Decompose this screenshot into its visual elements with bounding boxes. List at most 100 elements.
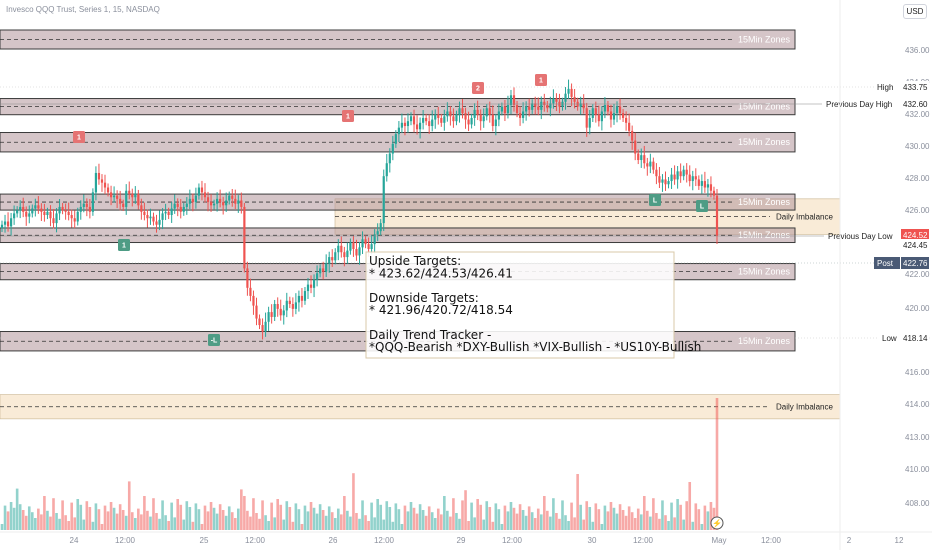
candle-body xyxy=(315,273,319,280)
candle-body xyxy=(403,122,407,127)
candle-body xyxy=(497,111,500,120)
volume-bar xyxy=(173,517,176,530)
volume-bar xyxy=(3,505,7,530)
candle-body xyxy=(464,113,467,120)
volume-bar xyxy=(209,502,213,530)
candle-body xyxy=(646,163,649,167)
candle-body xyxy=(609,111,613,120)
candle-body xyxy=(391,143,394,154)
volume-bar xyxy=(573,517,576,530)
candle-body xyxy=(394,134,397,144)
volume-bar xyxy=(400,524,404,530)
candle-body xyxy=(570,88,573,97)
candle-body xyxy=(40,208,43,212)
candle-body xyxy=(367,244,370,249)
candle-body xyxy=(688,174,691,182)
volume-bar xyxy=(130,512,134,530)
volume-bar xyxy=(582,519,585,530)
candle-body xyxy=(361,239,364,248)
zone-15min-label: 15Min Zones xyxy=(738,336,791,346)
volume-bar xyxy=(34,518,37,530)
candle-body xyxy=(161,213,164,220)
candle-body xyxy=(712,190,716,196)
candle-body xyxy=(331,257,334,261)
candle-body xyxy=(312,279,316,288)
price-tag-bg xyxy=(901,239,929,251)
candle-body xyxy=(440,117,443,123)
candle-body xyxy=(488,108,491,115)
candle-body xyxy=(194,195,197,203)
candle-body xyxy=(449,111,452,117)
candle-body xyxy=(425,117,428,122)
targets-note-line: *QQQ-Bearish *DXY-Bullish *VIX-Bullish -… xyxy=(369,340,701,354)
volume-bar xyxy=(700,524,704,530)
candle-body xyxy=(67,211,70,216)
candle-body xyxy=(249,287,252,296)
volume-bar xyxy=(179,504,183,530)
volume-bar xyxy=(343,496,346,530)
volume-bar xyxy=(94,503,98,530)
volume-bar xyxy=(27,506,31,530)
zone-15min xyxy=(0,132,796,153)
volume-bar xyxy=(215,513,219,530)
price-tag-value: 433.75 xyxy=(903,83,928,92)
candle-body xyxy=(485,108,488,117)
price-axis[interactable]: 408.00410.00413.00414.00416.00418.00420.… xyxy=(839,0,930,550)
candle-body xyxy=(276,304,279,309)
volume-bar xyxy=(12,507,16,530)
signal-marker-label: 1 xyxy=(346,114,350,121)
volume-bar xyxy=(576,474,579,530)
volume-bar xyxy=(103,505,107,530)
volume-bar xyxy=(127,481,131,530)
volume-bar xyxy=(252,498,255,530)
candle-body xyxy=(328,257,331,264)
candle-body xyxy=(37,205,40,209)
volume-bar xyxy=(146,510,149,530)
candle-body xyxy=(55,213,58,224)
volume-bar xyxy=(455,513,458,530)
candle-body xyxy=(461,108,464,114)
volume-bar xyxy=(379,504,383,530)
price-tag-value: 432.60 xyxy=(903,100,928,109)
candle-body xyxy=(682,169,685,177)
volume-bar xyxy=(709,502,713,530)
time-axis[interactable]: 24 12:00 25 12:00 26 12:00 29 12:00 30 12:00 May 12… xyxy=(0,516,932,545)
currency-button[interactable]: USD xyxy=(903,4,927,19)
volume-bar xyxy=(237,508,240,530)
candle-body xyxy=(46,211,49,216)
candle-body xyxy=(612,113,616,120)
candle-body xyxy=(252,295,255,306)
price-tag-bg xyxy=(901,332,929,344)
volume-bar xyxy=(524,515,528,530)
candle-body xyxy=(219,198,222,203)
candle-body xyxy=(122,203,125,207)
volume-bar xyxy=(449,516,452,530)
volume-bar xyxy=(218,504,222,530)
volume-bar xyxy=(579,504,582,530)
volume-bar xyxy=(40,514,43,530)
volume-bar xyxy=(421,510,425,530)
candle-body xyxy=(364,239,367,245)
volume-bar xyxy=(561,500,564,530)
time-tick-label: 12:00 xyxy=(633,536,654,545)
price-tag-value: 422.76 xyxy=(903,259,928,268)
volume-bar xyxy=(227,506,231,530)
earnings-lightning-icon[interactable] xyxy=(710,516,724,530)
candle-body xyxy=(606,105,610,112)
candle-body xyxy=(643,155,646,164)
candle-body xyxy=(261,325,264,332)
volume-bar xyxy=(482,519,486,530)
volume-bar xyxy=(88,507,92,530)
candle-body xyxy=(670,174,673,182)
volume-bar xyxy=(518,504,522,530)
volume-bar xyxy=(246,510,249,530)
volume-bar xyxy=(655,513,658,530)
candle-body xyxy=(661,179,664,183)
candle-body xyxy=(291,304,294,309)
volume-bar xyxy=(18,504,22,530)
candle-body xyxy=(658,176,661,183)
candle-body xyxy=(182,206,185,212)
candle-body xyxy=(549,103,552,109)
volume-bar xyxy=(585,501,589,530)
